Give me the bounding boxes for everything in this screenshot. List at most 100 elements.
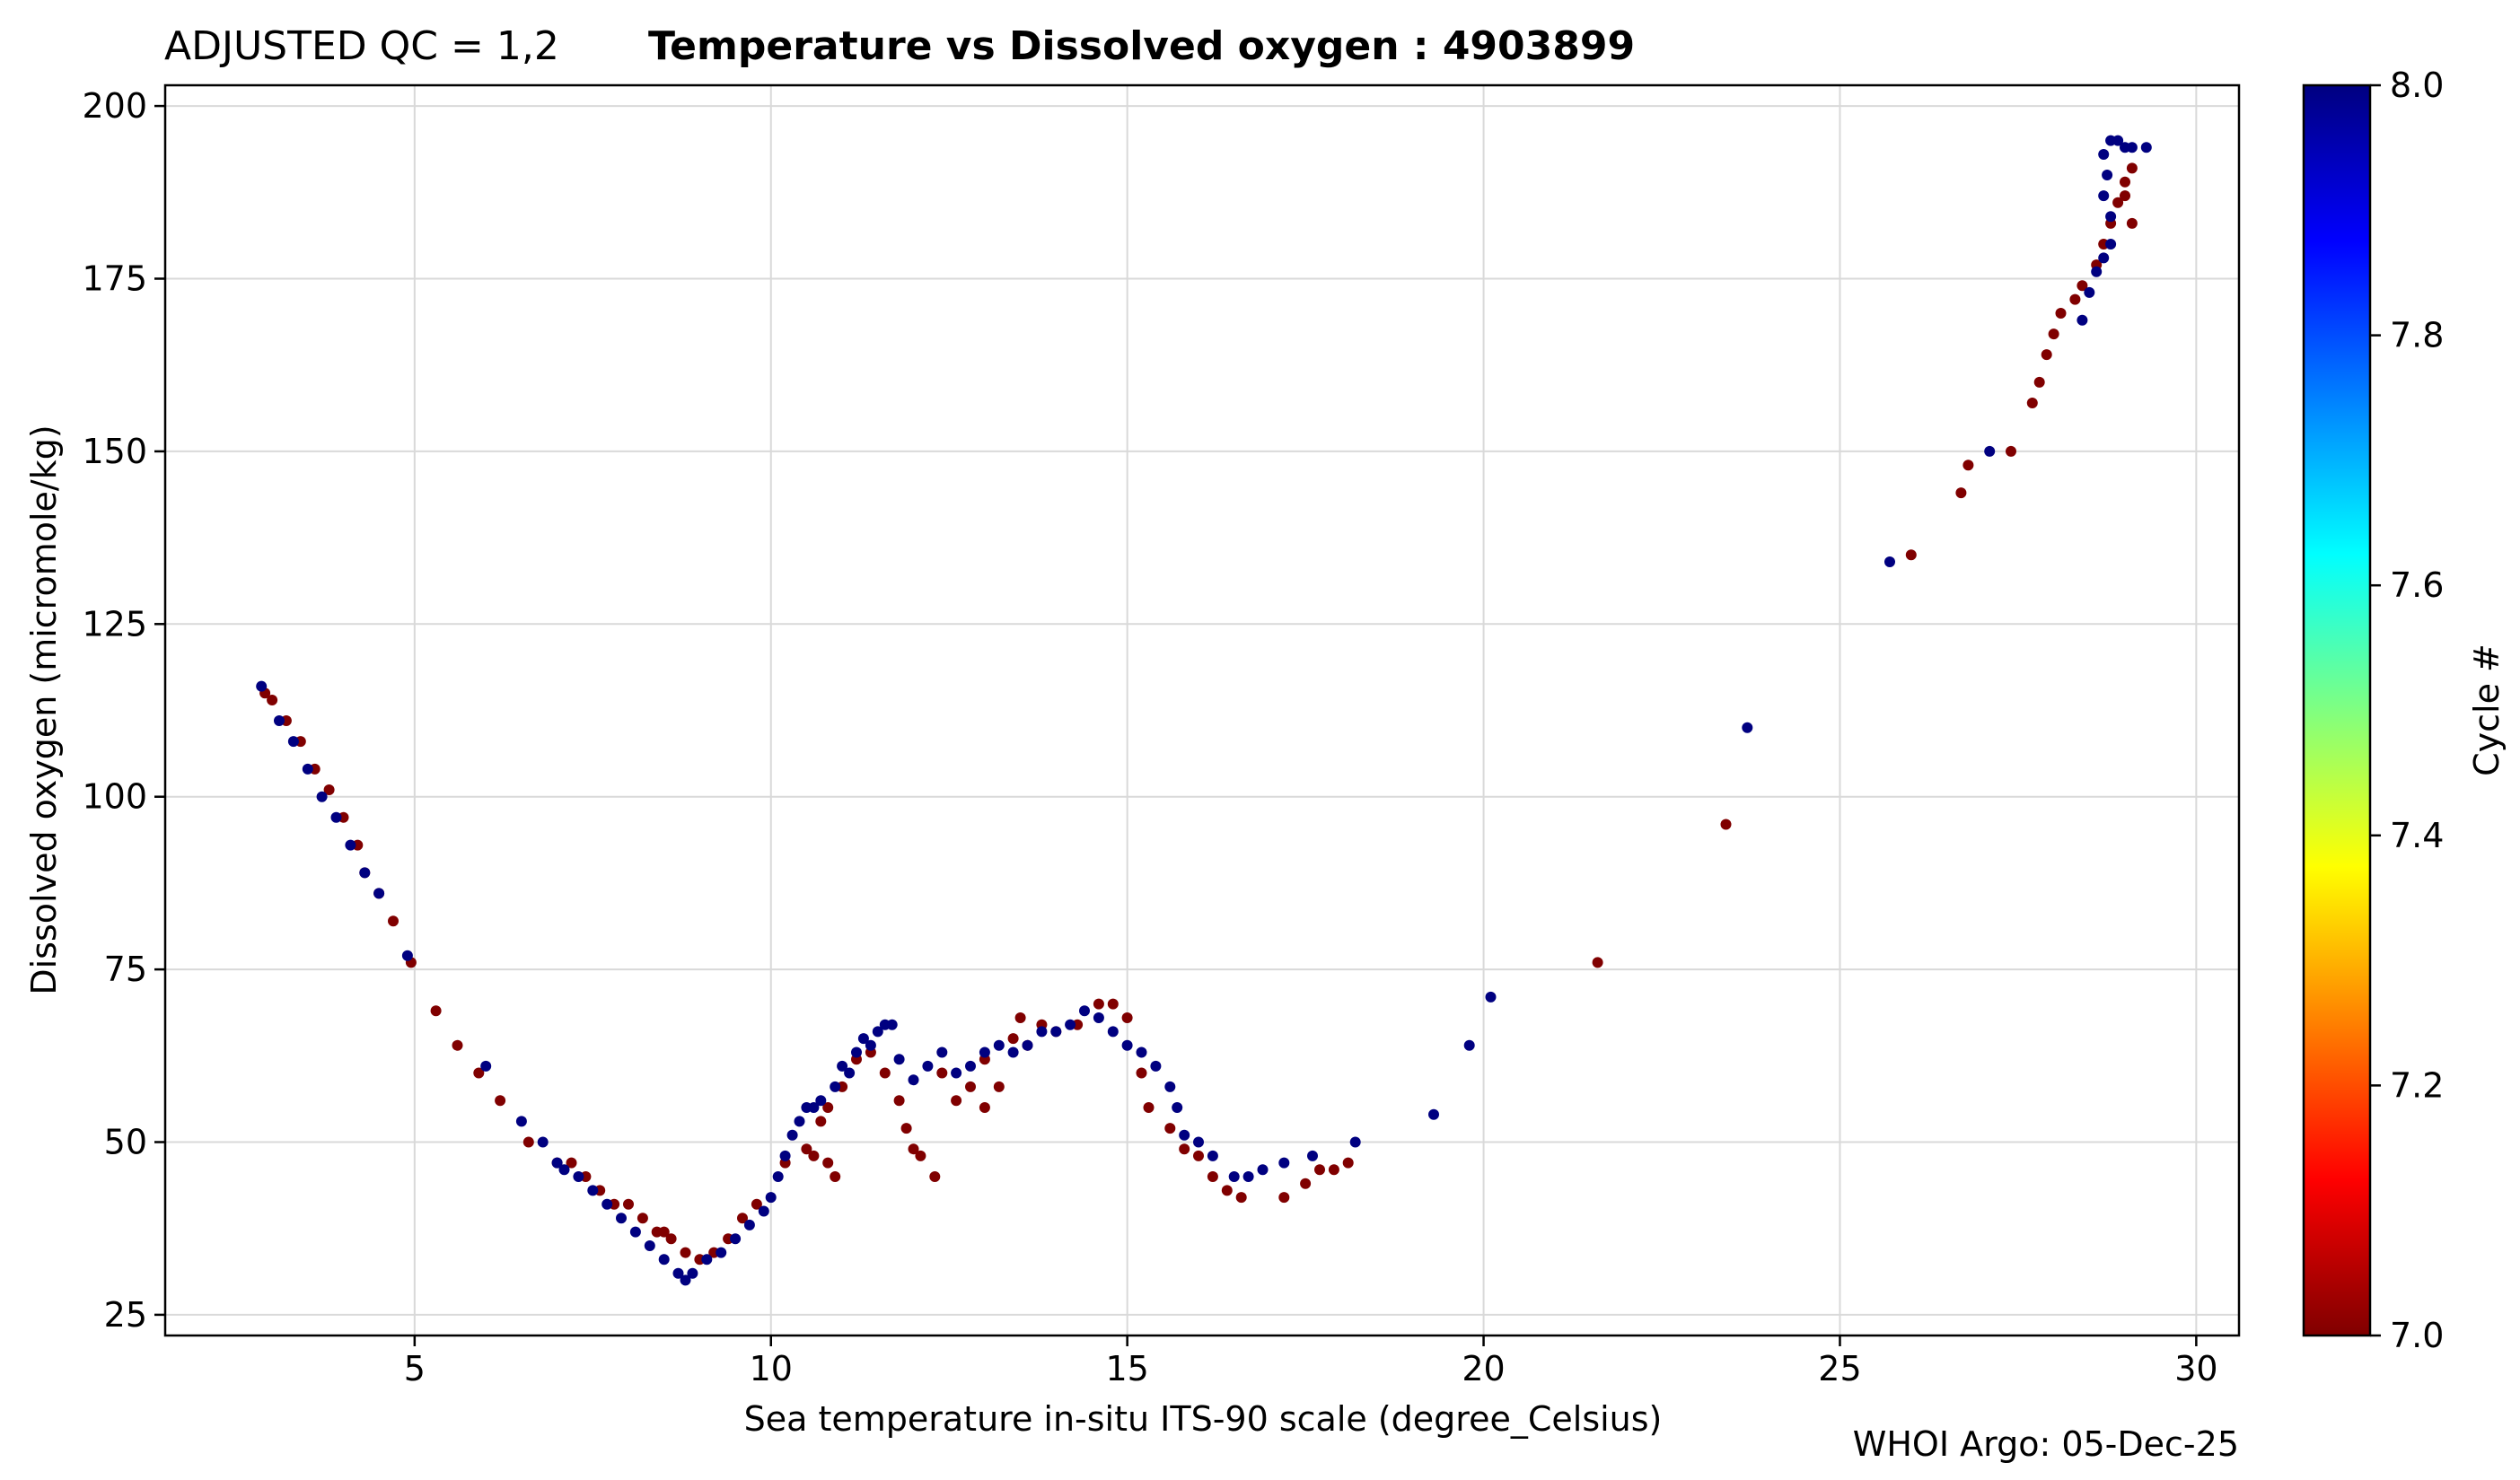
data-point: [743, 1219, 755, 1230]
data-point: [522, 1136, 534, 1148]
data-point: [658, 1254, 670, 1265]
data-point: [1742, 722, 1753, 733]
colorbar-tick-label: 7.6: [2390, 565, 2444, 605]
data-point: [2041, 349, 2052, 361]
data-point: [830, 1171, 841, 1182]
data-point: [302, 763, 313, 775]
data-point: [2091, 266, 2103, 277]
data-point: [1179, 1143, 1190, 1155]
data-point: [495, 1095, 506, 1107]
data-point: [480, 1060, 492, 1072]
data-point: [1193, 1136, 1204, 1148]
data-point: [951, 1067, 962, 1079]
data-point: [1143, 1102, 1155, 1113]
data-point: [345, 839, 356, 851]
colorbar-ticks: 7.0 7.2 7.4 7.6 7.8 8.0: [2370, 66, 2444, 1355]
data-point: [1036, 1026, 1048, 1038]
data-point: [716, 1247, 727, 1258]
data-point: [2048, 328, 2059, 340]
x-tick-label: 15: [1105, 1349, 1148, 1388]
data-point: [1136, 1047, 1147, 1058]
data-point: [965, 1081, 976, 1092]
data-point: [616, 1213, 627, 1224]
chart-title: Temperature vs Dissolved oxygen : 490389…: [648, 23, 1635, 69]
data-point: [1093, 998, 1104, 1010]
data-point: [267, 695, 278, 705]
data-point: [658, 1226, 670, 1238]
colorbar-tick-label: 7.8: [2390, 316, 2444, 355]
data-point: [900, 1123, 912, 1134]
data-point: [2126, 162, 2138, 174]
data-point: [1905, 549, 1917, 561]
data-point: [2140, 142, 2152, 153]
x-tick-label: 20: [1462, 1349, 1505, 1388]
data-point: [779, 1150, 791, 1161]
data-point: [1592, 957, 1603, 968]
data-point: [2077, 280, 2088, 292]
data-point: [2098, 252, 2110, 264]
data-point: [430, 1005, 442, 1017]
data-point: [879, 1067, 891, 1079]
x-tick-label: 10: [750, 1349, 793, 1388]
data-point: [808, 1150, 820, 1161]
data-point: [951, 1095, 962, 1107]
data-point: [737, 1213, 748, 1224]
data-point: [287, 736, 299, 748]
data-point: [2055, 308, 2067, 319]
data-point: [872, 1026, 883, 1038]
data-point: [401, 950, 413, 961]
data-point: [1463, 1039, 1475, 1051]
data-point: [2105, 211, 2117, 223]
data-point: [815, 1095, 827, 1107]
data-point: [1314, 1164, 1325, 1176]
data-point: [1300, 1178, 1312, 1189]
data-point: [844, 1067, 856, 1079]
data-point: [1121, 1039, 1133, 1051]
data-point: [566, 1157, 577, 1169]
data-point: [2033, 376, 2045, 388]
data-point: [1342, 1157, 1354, 1169]
data-point: [330, 811, 342, 823]
data-point: [936, 1067, 948, 1079]
x-tick-label: 5: [404, 1349, 426, 1388]
data-point: [936, 1047, 948, 1058]
x-tick-label: 30: [2174, 1349, 2217, 1388]
data-point: [473, 1067, 485, 1079]
data-point: [893, 1095, 905, 1107]
data-point: [815, 1116, 827, 1127]
data-point: [822, 1102, 834, 1113]
data-point: [929, 1171, 941, 1182]
data-point: [1150, 1060, 1162, 1072]
data-point: [2112, 135, 2124, 146]
data-point: [886, 1019, 898, 1030]
data-point: [601, 1198, 613, 1210]
y-tick-label: 150: [82, 432, 147, 471]
data-point: [1720, 819, 1732, 830]
data-point: [1136, 1067, 1147, 1079]
data-point: [515, 1116, 527, 1127]
data-point: [587, 1185, 599, 1196]
data-point: [1278, 1192, 1290, 1204]
data-point: [837, 1060, 848, 1072]
y-tick-label: 200: [82, 86, 147, 126]
data-point: [730, 1233, 742, 1245]
data-point: [2102, 170, 2113, 180]
data-point: [672, 1267, 684, 1279]
data-point: [2069, 293, 2081, 305]
data-point: [1121, 1012, 1133, 1023]
data-point: [1278, 1157, 1290, 1169]
data-point: [623, 1198, 634, 1210]
data-point: [922, 1060, 934, 1072]
data-point: [965, 1060, 976, 1072]
data-point: [388, 915, 399, 927]
data-point: [758, 1205, 769, 1217]
data-point: [1228, 1171, 1240, 1182]
colorbar-label: Cycle #: [2467, 644, 2507, 776]
data-point: [908, 1074, 919, 1086]
data-point: [1172, 1102, 1183, 1113]
data-point: [2105, 239, 2117, 250]
data-point: [629, 1226, 641, 1238]
data-point: [851, 1047, 862, 1058]
data-point: [323, 784, 335, 795]
